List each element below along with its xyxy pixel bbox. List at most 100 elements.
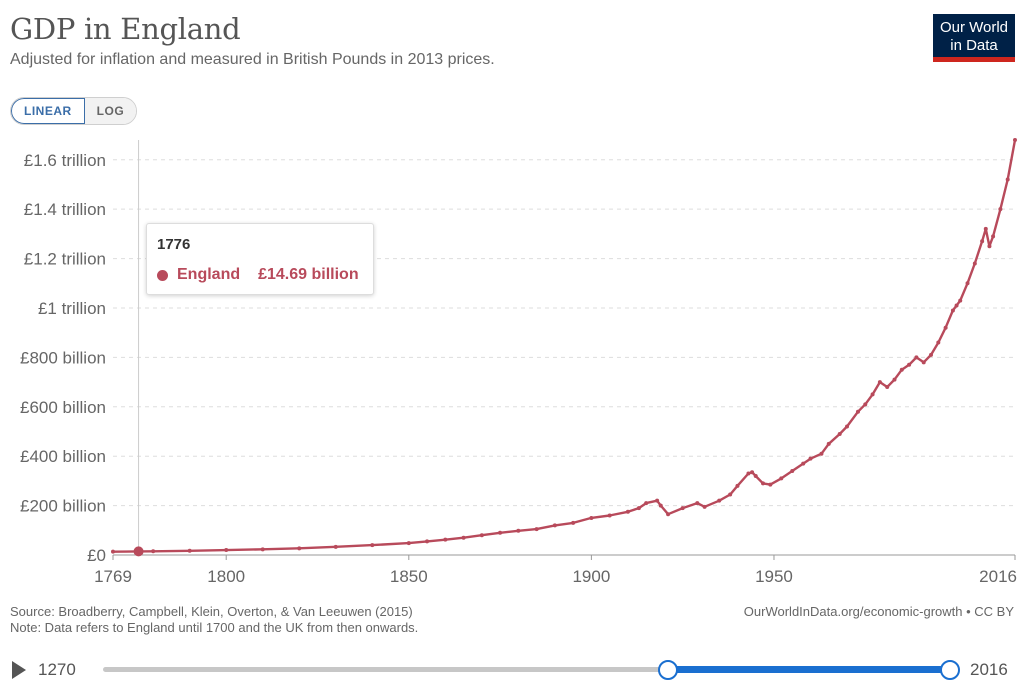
timeline-end-handle[interactable] <box>940 660 960 680</box>
data-point[interactable] <box>443 537 448 542</box>
y-tick-label: £1.6 trillion <box>24 151 106 170</box>
data-point[interactable] <box>735 483 740 488</box>
data-point[interactable] <box>885 385 890 390</box>
x-tick-label: 1800 <box>207 567 245 586</box>
timeline-start-label: 1270 <box>38 660 76 679</box>
y-tick-label: £800 billion <box>20 348 106 367</box>
chart-title: GDP in England <box>10 12 241 46</box>
timeline-start-handle[interactable] <box>658 660 678 680</box>
data-point[interactable] <box>877 380 882 385</box>
data-point[interactable] <box>826 441 831 446</box>
data-point[interactable] <box>644 501 649 506</box>
data-point[interactable] <box>1013 138 1017 142</box>
data-point[interactable] <box>571 520 576 525</box>
data-point[interactable] <box>983 226 988 231</box>
data-point[interactable] <box>808 456 813 461</box>
data-point[interactable] <box>998 207 1003 212</box>
data-point[interactable] <box>607 513 612 518</box>
data-point[interactable] <box>187 548 192 553</box>
data-point[interactable] <box>260 547 265 552</box>
data-point[interactable] <box>461 535 466 540</box>
data-point[interactable] <box>151 549 156 554</box>
data-point[interactable] <box>552 523 557 528</box>
linear-scale-button[interactable]: LINEAR <box>11 98 85 124</box>
timeline-selected-range[interactable] <box>668 666 950 673</box>
data-point[interactable] <box>855 409 860 414</box>
data-point[interactable] <box>801 461 806 466</box>
data-point[interactable] <box>753 473 758 478</box>
data-point[interactable] <box>297 546 302 551</box>
data-point[interactable] <box>695 501 700 506</box>
log-scale-button[interactable]: LOG <box>84 98 137 124</box>
data-point[interactable] <box>625 509 630 514</box>
data-point[interactable] <box>943 325 948 330</box>
hover-point-marker <box>133 546 144 557</box>
data-point[interactable] <box>958 298 963 303</box>
data-point[interactable] <box>761 481 766 486</box>
y-tick-label: £1.4 trillion <box>24 200 106 219</box>
data-point[interactable] <box>666 512 671 517</box>
data-point[interactable] <box>965 281 970 286</box>
data-point[interactable] <box>534 527 539 532</box>
data-point[interactable] <box>111 549 115 554</box>
data-point[interactable] <box>702 504 707 509</box>
data-point[interactable] <box>333 544 338 549</box>
logo-line-2: in Data <box>950 37 998 54</box>
y-tick-label: £600 billion <box>20 398 106 417</box>
data-point[interactable] <box>950 308 955 313</box>
data-point[interactable] <box>589 515 594 520</box>
data-point[interactable] <box>406 541 411 546</box>
scale-toggle: LINEAR LOG <box>10 97 138 125</box>
source-text[interactable]: Source: Broadberry, Campbell, Klein, Ove… <box>10 604 413 619</box>
tooltip-row: England £14.69 billion <box>157 266 359 284</box>
data-point[interactable] <box>680 506 685 511</box>
data-point[interactable] <box>370 543 375 548</box>
data-point[interactable] <box>790 469 795 474</box>
data-point[interactable] <box>636 506 641 511</box>
data-point[interactable] <box>728 492 733 497</box>
gdp-line-chart[interactable]: £0 £200 billion £400 billion £600 billion £8… <box>0 130 1024 595</box>
data-point[interactable] <box>987 244 992 249</box>
owid-logo[interactable]: Our World in Data <box>933 14 1015 62</box>
data-point[interactable] <box>768 482 773 487</box>
timeline-track[interactable] <box>103 667 951 672</box>
x-tick-label: 1769 <box>94 567 132 586</box>
data-point[interactable] <box>746 471 751 476</box>
data-point[interactable] <box>658 503 663 508</box>
series-line-england[interactable] <box>112 139 1017 553</box>
data-point[interactable] <box>655 498 660 503</box>
data-point[interactable] <box>991 234 996 239</box>
data-point[interactable] <box>892 377 897 382</box>
data-point[interactable] <box>870 392 875 397</box>
data-point[interactable] <box>819 451 824 456</box>
chart-grid <box>113 140 1015 556</box>
data-point[interactable] <box>1005 177 1010 182</box>
data-point[interactable] <box>498 530 503 535</box>
data-point[interactable] <box>863 402 868 407</box>
data-point[interactable] <box>972 261 977 266</box>
data-point[interactable] <box>516 528 521 533</box>
data-point[interactable] <box>929 352 934 357</box>
footer-url[interactable]: OurWorldInData.org/economic-growth • CC … <box>743 604 1014 619</box>
y-tick-label: £0 <box>87 546 106 565</box>
data-point[interactable] <box>899 367 904 372</box>
y-tick-label: £1.2 trillion <box>24 250 106 269</box>
data-point[interactable] <box>845 424 850 429</box>
data-point[interactable] <box>779 476 784 481</box>
data-point[interactable] <box>954 303 959 308</box>
chart-subtitle: Adjusted for inflation and measured in B… <box>10 51 495 68</box>
data-point[interactable] <box>224 548 229 553</box>
series-color-dot-icon <box>157 269 168 281</box>
data-point[interactable] <box>921 360 926 365</box>
data-point[interactable] <box>980 239 985 244</box>
data-point[interactable] <box>479 533 484 538</box>
data-point[interactable] <box>717 498 722 503</box>
data-point[interactable] <box>907 362 912 367</box>
note-text: Note: Data refers to England until 1700 … <box>10 620 419 635</box>
data-point[interactable] <box>750 470 755 475</box>
data-point[interactable] <box>837 431 842 436</box>
data-point[interactable] <box>425 539 430 544</box>
data-point[interactable] <box>914 355 919 360</box>
play-icon[interactable] <box>12 661 26 679</box>
data-point[interactable] <box>936 340 941 345</box>
